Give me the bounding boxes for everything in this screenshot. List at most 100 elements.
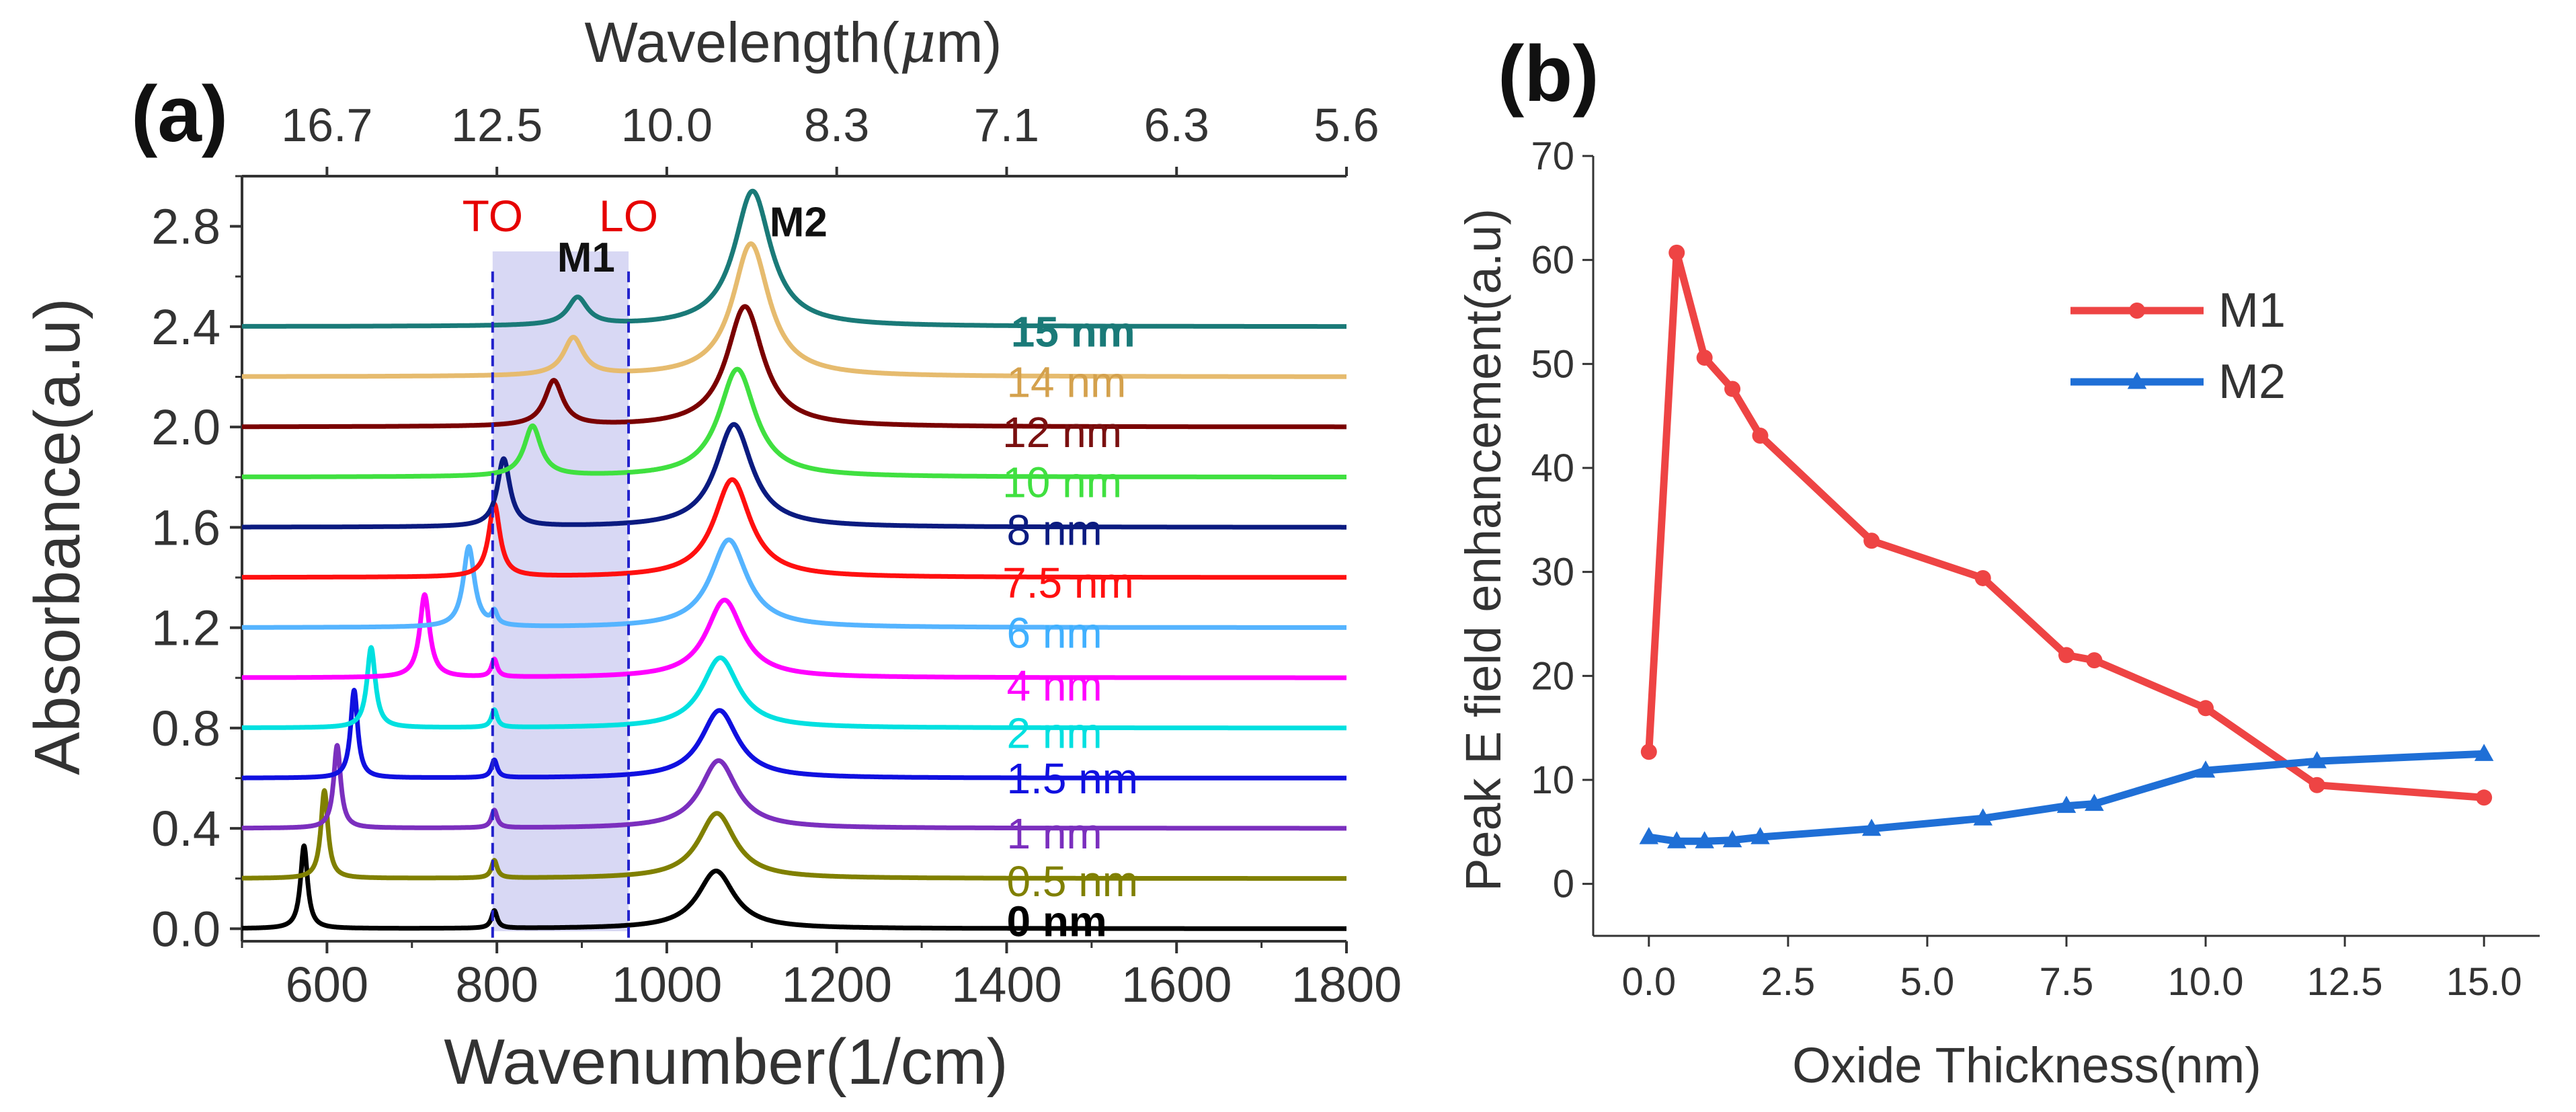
phonon-label: LO [599, 191, 658, 241]
panel-a-x-tick-label: 600 [286, 957, 368, 1012]
series-point-m1 [2308, 777, 2325, 793]
spectrum-line [240, 477, 1349, 580]
legend-swatch-marker [2127, 372, 2147, 389]
panel-a: (a) Wavelength(μm) 600 800 1000 1200 1400 160… [22, 9, 1402, 1098]
panel-b-x-tick-label: 10.0 [2168, 960, 2244, 1004]
panel-a-shaded-band-group [492, 251, 629, 932]
mode-label: M2 [770, 200, 828, 246]
series-point-m1 [2198, 700, 2214, 717]
spectrum-line [240, 537, 1349, 630]
series-point-m1 [2086, 652, 2103, 669]
series-point-m2 [2056, 795, 2077, 813]
curve-label: 7.5 nm [1002, 559, 1134, 607]
panel-a-x-tick-label: 800 [455, 957, 538, 1012]
curve-label: 4 nm [1006, 662, 1102, 710]
panel-b-y-tick-label: 40 [1531, 446, 1574, 490]
spectrum-line [240, 688, 1349, 781]
panel-a-label: (a) [131, 70, 228, 159]
panel-b-y-tick-label: 30 [1531, 551, 1574, 594]
series-point-m2 [1666, 831, 1687, 848]
panel-b-x-tick-label: 12.5 [2307, 960, 2383, 1004]
panel-a-x-axis-title: Wavenumber(1/cm) [444, 1026, 1008, 1098]
panel-a-x-tick-label: 1600 [1121, 957, 1232, 1012]
curve-label: 14 nm [1006, 358, 1126, 406]
panel-b-y-axis-title: Peak E field enhancement(a.u) [1455, 208, 1511, 891]
curve-label: 1 nm [1006, 809, 1102, 858]
panel-a-y-tick-label: 2.8 [151, 199, 220, 255]
series-point-m2 [1973, 808, 1993, 826]
panel-b-x-tick-label: 5.0 [1900, 960, 1955, 1004]
series-point-m2 [1861, 818, 1882, 836]
spectrum-line [240, 645, 1349, 731]
series-point-m2 [1722, 830, 1742, 848]
legend-label: M1 [2218, 284, 2286, 337]
spectrum-line [240, 304, 1349, 430]
curve-label: 0 nm [1006, 898, 1106, 946]
series-point-m2 [1750, 827, 1770, 844]
curve-label: 15 nm [1011, 308, 1135, 356]
panel-a-x-tick-label: 1800 [1291, 957, 1402, 1012]
series-point-m1 [2058, 647, 2075, 664]
panel-a-y-tick-label: 1.6 [151, 500, 220, 555]
series-point-m1 [1974, 569, 1991, 586]
panel-b-x-tick-label: 2.5 [1761, 960, 1816, 1004]
panel-a-axes [230, 167, 1348, 953]
panel-a-x-tick-label: 1400 [951, 957, 1062, 1012]
spectrum-line [240, 422, 1349, 530]
panel-a-y-tick-label: 1.2 [151, 600, 220, 656]
panel-a-top-tick-label: 10.0 [621, 99, 713, 151]
curve-label: 2 nm [1006, 709, 1102, 758]
series-point-m2 [2474, 744, 2494, 761]
series-point-m1 [1724, 381, 1741, 397]
series-point-m2 [2196, 760, 2216, 778]
curve-label: 0.5 nm [1006, 857, 1138, 906]
panel-b-y-tick-label: 0 [1553, 863, 1574, 906]
phonon-label: TO [462, 191, 523, 241]
series-point-m1 [1668, 244, 1685, 261]
legend-label: M2 [2218, 355, 2286, 409]
panel-b-axes [1582, 155, 2540, 947]
legend-swatch-marker [2129, 303, 2145, 319]
spectrum-line [240, 788, 1349, 881]
panel-a-shaded-band [492, 251, 629, 932]
series-point-m2 [1695, 831, 1714, 848]
panel-b-x-tick-label: 0.0 [1622, 960, 1677, 1004]
panel-a-annotations: M1 M2 [557, 200, 828, 281]
panel-a-y-axis-title: Absorbance(a.u) [22, 298, 93, 775]
panel-b-label: (b) [1498, 30, 1599, 118]
panel-a-y-tick-label: 0.4 [151, 801, 220, 857]
panel-a-x-tick-label: 1000 [612, 957, 723, 1012]
panel-a-x-tick-label: 1200 [781, 957, 892, 1012]
curve-label: 10 nm [1002, 459, 1122, 507]
series-point-m1 [1752, 428, 1769, 444]
panel-b-y-tick-label: 50 [1531, 342, 1574, 386]
panel-a-y-tick-label: 0.8 [151, 701, 220, 756]
panel-a-y-tick-label: 2.0 [151, 399, 220, 455]
panel-b-y-tick-label: 10 [1531, 758, 1574, 802]
series-point-m2 [2307, 751, 2327, 768]
curve-label: 1.5 nm [1006, 754, 1138, 803]
panel-a-spectra [240, 188, 1349, 931]
series-point-m2 [2085, 793, 2104, 811]
spectrum-line [240, 743, 1349, 831]
panel-a-top-tick-label: 8.3 [804, 99, 869, 151]
spectrum-line [240, 843, 1349, 931]
mode-label: M1 [557, 235, 615, 281]
panel-a-top-tick-label: 6.3 [1144, 99, 1209, 151]
series-point-m2 [1639, 827, 1659, 844]
panel-b-x-tick-labels: 0.0 2.5 5.0 7.5 10.0 12.5 15.0 [1622, 960, 2522, 1004]
panel-b: (b) 0.0 2.5 5.0 7.5 10.0 12.5 15.0 0 10 20 30 40 50… [1455, 30, 2540, 1093]
spectrum-line [240, 592, 1349, 680]
spectrum-line [240, 188, 1349, 329]
panel-b-y-tick-label: 60 [1531, 239, 1574, 282]
panel-a-top-tick-label: 12.5 [451, 99, 542, 151]
panel-b-x-tick-label: 7.5 [2040, 960, 2094, 1004]
panel-b-y-tick-labels: 0 10 20 30 40 50 60 70 [1531, 134, 1574, 906]
panel-b-y-tick-label: 70 [1531, 134, 1574, 178]
panel-a-phonon-lines: TO LO [462, 191, 658, 941]
series-line-m1 [1645, 249, 2485, 801]
series-point-m1 [1640, 744, 1657, 760]
panel-a-top-tick-label: 7.1 [974, 99, 1039, 151]
